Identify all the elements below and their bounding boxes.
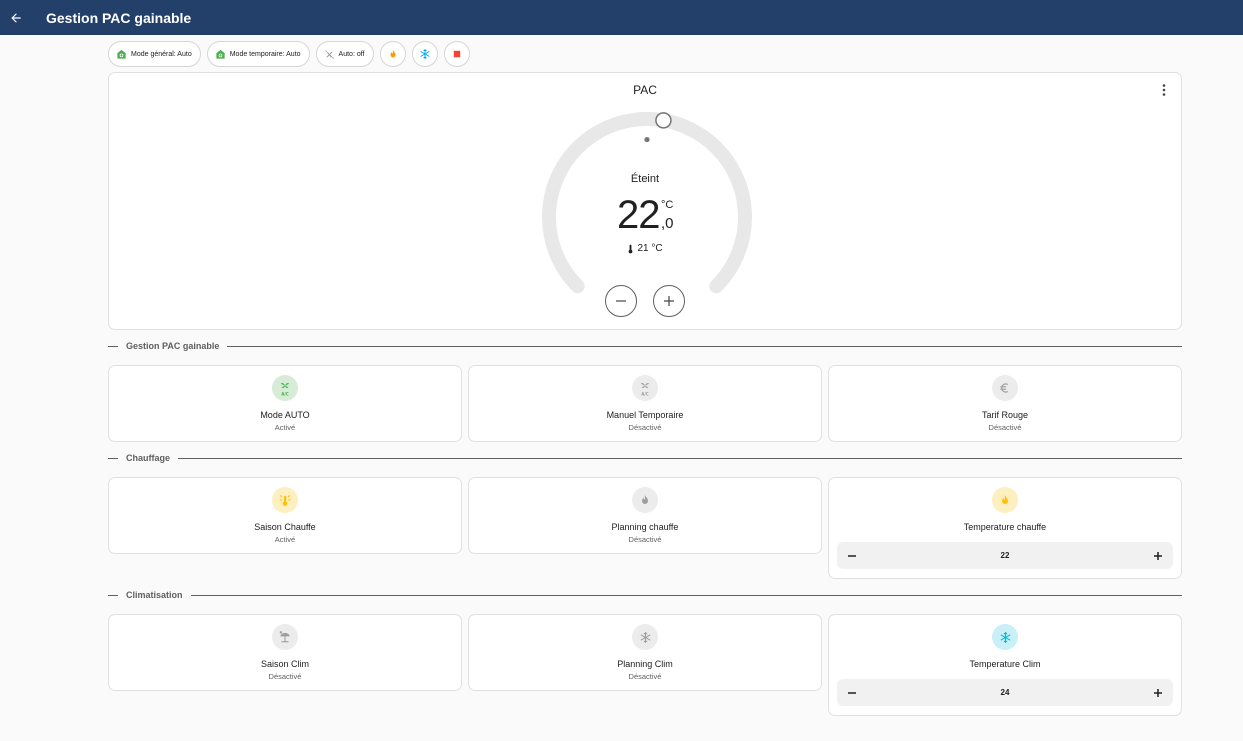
tile-name: Temperature chauffe [963,522,1047,532]
section-gestion-pac: Gestion PAC gainable [108,339,1182,353]
thermometer-icon [629,244,633,253]
svg-text:A/C: A/C [281,391,289,396]
thermostat-card: PAC Éteint 22 °C ,0 21 °C [108,72,1182,330]
thermostat-dial[interactable] [539,109,755,325]
increase-button[interactable] [1151,686,1165,700]
increase-temperature-button[interactable] [653,285,685,317]
auto-off-icon [324,49,334,59]
section-title: Gestion PAC gainable [126,341,220,351]
svg-text:A/C: A/C [641,391,649,396]
tile-state: Activé [274,535,296,544]
air-conditioner-icon: A/C [632,375,658,401]
hvac-state: Éteint [630,173,660,185]
tile-state: Activé [274,423,296,432]
plus-icon [1154,688,1162,697]
heat-pump-icon [117,49,126,59]
decrease-temperature-button[interactable] [605,285,637,317]
section-climatisation: Climatisation [108,588,1182,602]
tile-name: Saison Clim [260,659,309,669]
beach-icon [272,624,298,650]
fire-icon [632,487,658,513]
temperature-unit: °C [661,199,674,211]
back-button[interactable] [2,4,30,32]
snowflake-icon [992,624,1018,650]
stepper-value: 24 [1000,688,1010,697]
tile-saison-clim[interactable]: Saison Clim Désactivé [108,614,462,691]
current-temperature: 21 °C [109,243,1181,254]
chip-bar: Mode général: Auto Mode temporaire: Auto… [108,41,470,67]
more-options-button[interactable] [1156,81,1172,99]
tile-temperature-clim: Temperature Clim 24 [828,614,1182,716]
minus-icon [616,300,626,302]
decrease-button[interactable] [845,549,859,563]
current-temperature-value: 21 °C [637,243,663,254]
chip-auto[interactable]: Auto: off [315,41,374,67]
chip-label: Mode général: Auto [131,50,192,58]
tile-temperature-chauffe: Temperature chauffe 22 [828,477,1182,579]
page-title: Gestion PAC gainable [46,9,192,26]
minus-icon [848,691,856,694]
target-temperature-decimal: ,0 [661,215,674,232]
snowflake-icon [419,49,430,59]
app-header: Gestion PAC gainable [0,0,1243,35]
target-temperature-handle [655,112,672,129]
dots-vertical-icon [1162,84,1166,96]
stepper-value: 22 [1000,551,1010,560]
tile-name: Tarif Rouge [981,410,1029,420]
chip-cool-button[interactable] [411,41,438,67]
stop-icon [453,50,460,58]
sun-thermometer-icon [272,487,298,513]
euro-icon [992,375,1018,401]
heat-pump-icon [216,49,225,59]
snowflake-icon [632,624,658,650]
current-temperature-marker [644,136,650,143]
chip-off-button[interactable] [443,41,470,67]
chip-mode-general[interactable]: Mode général: Auto [108,41,201,67]
tile-state: Désactivé [988,423,1022,432]
tile-mode-auto[interactable]: A/C Mode AUTO Activé [108,365,462,442]
chip-label: Auto: off [338,50,365,58]
fire-icon [992,487,1018,513]
tile-name: Mode AUTO [260,410,310,420]
tile-planning-chauffe[interactable]: Planning chauffe Désactivé [468,477,822,554]
tile-name: Planning Clim [617,659,673,669]
tile-tarif-rouge[interactable]: Tarif Rouge Désactivé [828,365,1182,442]
tile-name: Saison Chauffe [254,522,316,532]
tile-name: Planning chauffe [611,522,679,532]
target-temperature: 22 [617,193,660,237]
arrow-left-icon [11,12,21,23]
tile-state: Désactivé [628,535,662,544]
tile-saison-chauffe[interactable]: Saison Chauffe Activé [108,477,462,554]
tile-state: Désactivé [268,672,302,681]
tile-planning-clim[interactable]: Planning Clim Désactivé [468,614,822,691]
temperature-chauffe-stepper: 22 [837,542,1173,569]
plus-icon [1154,551,1162,560]
thermostat-name: PAC [633,83,657,97]
section-title: Chauffage [126,453,171,463]
decrease-button[interactable] [845,686,859,700]
tile-state: Désactivé [628,672,662,681]
chip-heat-button[interactable] [379,41,406,67]
chip-label: Mode temporaire: Auto [229,50,301,58]
tile-manuel-temporaire[interactable]: A/C Manuel Temporaire Désactivé [468,365,822,442]
chip-mode-temporaire[interactable]: Mode temporaire: Auto [206,41,310,67]
dial-track [542,112,752,294]
plus-icon [664,296,674,306]
fire-icon [390,49,395,58]
tile-state: Désactivé [628,423,662,432]
increase-button[interactable] [1151,549,1165,563]
temperature-clim-stepper: 24 [837,679,1173,706]
minus-icon [848,554,856,557]
tile-name: Manuel Temporaire [606,410,684,420]
section-title: Climatisation [126,590,183,600]
air-conditioner-icon: A/C [272,375,298,401]
section-chauffage: Chauffage [108,451,1182,465]
tile-name: Temperature Clim [969,659,1041,669]
